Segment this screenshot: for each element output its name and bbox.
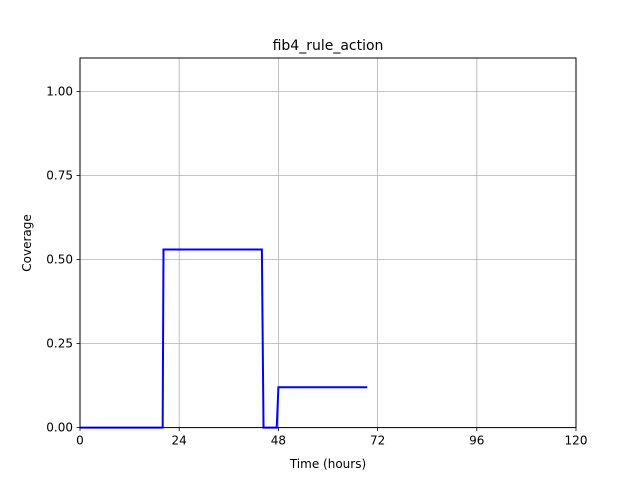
x-axis-ticks: 0 24 48 72 96 120: [76, 427, 588, 448]
x-tick-label: 0: [76, 434, 84, 448]
series-layer: [80, 248, 368, 429]
y-tick-label: 0.00: [46, 421, 73, 435]
plot-background: [80, 58, 576, 428]
y-axis-label: Coverage: [20, 214, 34, 272]
y-tick-label: 0.75: [46, 169, 73, 183]
x-tick-label: 48: [271, 434, 286, 448]
x-tick-label: 72: [370, 434, 385, 448]
x-axis-label: Time (hours): [289, 457, 366, 471]
x-tick-label: 24: [172, 434, 187, 448]
plot-frame: [79, 57, 577, 429]
y-tick-label: 0.25: [46, 337, 73, 351]
y-tick-label: 1.00: [46, 85, 73, 99]
series-line-0: [80, 248, 368, 429]
y-tick-label: 0.50: [46, 253, 73, 267]
y-axis-ticks: 0.00 0.25 0.50 0.75 1.00: [46, 85, 80, 435]
x-tick-label: 120: [565, 434, 588, 448]
x-tick-label: 96: [469, 434, 484, 448]
chart-title: fib4_rule_action: [273, 38, 384, 54]
